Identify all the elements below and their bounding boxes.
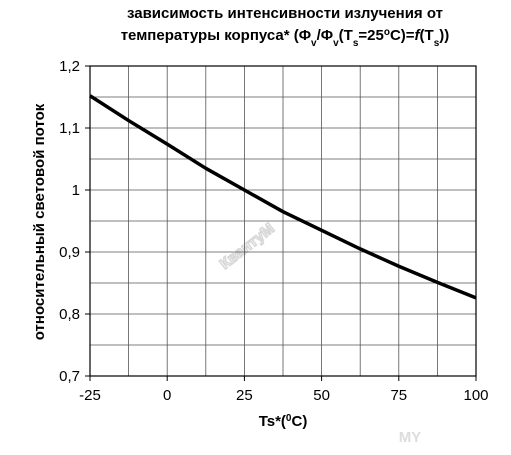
text-span: =25 (358, 27, 383, 44)
text-span: f (415, 27, 422, 44)
x-tick-label: 75 (390, 387, 407, 404)
text-span: o (384, 27, 390, 38)
chart-title: зависимость интенсивности излучения от (127, 5, 443, 22)
x-tick-label: 0 (163, 387, 171, 404)
plot-frame (89, 65, 477, 377)
x-axis-label: Ts*(0C) (259, 413, 308, 431)
text-span: s (434, 38, 440, 49)
text-span: температуры корпуса* (Φ (121, 27, 311, 44)
text-span: (T (339, 27, 353, 44)
text-span: /Φ (317, 27, 333, 44)
x-tick-label: 100 (463, 387, 488, 404)
y-tick-label: 1,1 (59, 120, 80, 137)
text-span: C) (291, 413, 307, 430)
text-span: C)= (390, 27, 415, 44)
logo: MY (399, 429, 422, 446)
y-axis-label: относительный световой поток (31, 103, 48, 340)
y-tick-label: 1 (72, 182, 80, 199)
y-tick-label: 0,7 (59, 368, 80, 385)
text-span: v (333, 38, 339, 49)
chart-title: температуры корпуса* (Φv/Φv(Ts=25oC)=f(T… (121, 27, 450, 49)
y-tick-label: 0,9 (59, 244, 80, 261)
text-span: зависимость интенсивности излучения от (127, 5, 443, 22)
text-span: Ts*( (259, 413, 286, 430)
y-tick-label: 0,8 (59, 306, 80, 323)
text-span: )) (439, 27, 449, 44)
x-tick-label: 25 (236, 387, 253, 404)
data-line (89, 94, 477, 300)
text-span: 0 (286, 413, 292, 424)
text-span: (T (420, 27, 434, 44)
x-tick-label: -25 (79, 387, 101, 404)
x-tick-label: 50 (313, 387, 330, 404)
text-span: v (311, 38, 317, 49)
text-span: s (353, 38, 359, 49)
y-tick-label: 1,2 (59, 58, 80, 75)
